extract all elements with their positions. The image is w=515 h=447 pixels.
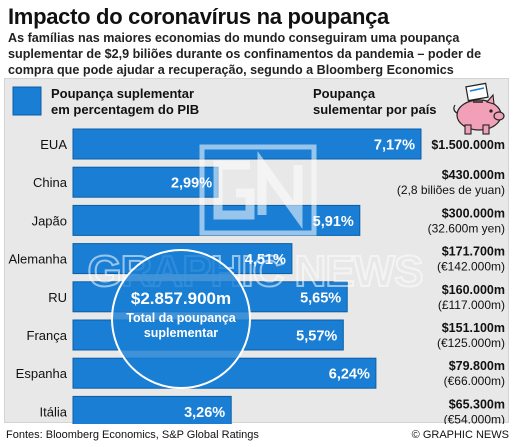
category-label: Espanha: [16, 366, 68, 381]
category-label: França: [27, 328, 68, 343]
page-subtitle: As famílias nas maiores economias do mun…: [8, 31, 482, 77]
amount-local: (€142.000m): [437, 260, 505, 274]
total-label-line2: suplementar: [144, 326, 218, 340]
amount-usd: $171.700m: [442, 245, 505, 259]
legend-country-label-line2: sulementar por país: [313, 102, 437, 117]
amount-local: (£117.000m): [438, 298, 505, 312]
category-label: EUA: [40, 137, 67, 152]
bar-chart: Poupança suplementar em percentagem do P…: [8, 82, 505, 427]
bar-value-label: 7,17%: [374, 138, 415, 154]
category-label: Japão: [32, 213, 67, 228]
total-value: $2.857.900m: [131, 289, 231, 308]
bar-row: Itália 3,26% $65.300m(€54.000m): [40, 395, 505, 427]
amount-usd: $79.800m: [449, 359, 505, 373]
total-badge: $2.857.900m Total da poupança suplementa…: [111, 249, 251, 389]
amount-local: (€125.000m): [437, 336, 505, 350]
legend-bar-label-line1: Poupança suplementar: [51, 86, 194, 101]
legend: Poupança suplementar em percentagem do P…: [12, 86, 437, 117]
bar-value-label: 2,99%: [171, 176, 212, 192]
watermark-logo-icon: [199, 144, 317, 236]
amount-local: (€66.000m): [444, 374, 505, 388]
amount-usd: $151.100m: [442, 321, 505, 335]
chart-panel: Poupança suplementar em percentagem do P…: [4, 78, 509, 427]
footer-sources: Fontes: Bloomberg Economics, S&P Global …: [6, 429, 259, 441]
amount-local: (€54.000m): [444, 412, 505, 424]
bar-value-label: 3,26%: [184, 405, 225, 421]
category-label: China: [33, 175, 68, 190]
bar-value-label: 5,57%: [296, 329, 337, 345]
bar-value-label: 5,65%: [300, 290, 341, 306]
amount-local: (32.600m yen): [428, 221, 505, 235]
amount-usd: $1.500.000m: [431, 138, 505, 152]
total-label-line1: Total da poupança: [126, 311, 237, 325]
amount-usd: $300.000m: [442, 206, 505, 220]
bar: [72, 395, 232, 427]
category-label: Itália: [40, 404, 68, 419]
page-title: Impacto do coronavírus na poupança: [8, 4, 389, 29]
footer-credit: © GRAPHIC NEWS: [411, 429, 509, 441]
bar-value-label: 4,51%: [245, 252, 286, 268]
bar-row: EUA 7,17% $1.500.000m: [40, 128, 505, 160]
bar-value-label: 6,24%: [329, 367, 370, 383]
category-label: Alemanha: [8, 252, 67, 267]
amount-usd: $430.000m: [442, 168, 505, 182]
amount-usd: $160.000m: [442, 283, 505, 297]
legend-country-label-line1: Poupança: [313, 86, 376, 101]
bar: [72, 128, 422, 160]
category-label: RU: [48, 290, 67, 305]
total-circle: [111, 249, 251, 389]
legend-bar-swatch: [12, 86, 42, 116]
bar-row: Espanha 6,24% $79.800m(€66.000m): [16, 357, 505, 389]
legend-bar-label-line2: em percentagem do PIB: [51, 102, 199, 117]
amount-local: (2,8 biliões de yuan): [397, 183, 505, 197]
piggy-bank-icon: [453, 82, 505, 135]
bar-value-label: 5,91%: [313, 214, 354, 230]
amount-usd: $65.300m: [449, 397, 505, 411]
bar-row: França 5,57% $151.100m(€125.000m): [27, 319, 505, 351]
